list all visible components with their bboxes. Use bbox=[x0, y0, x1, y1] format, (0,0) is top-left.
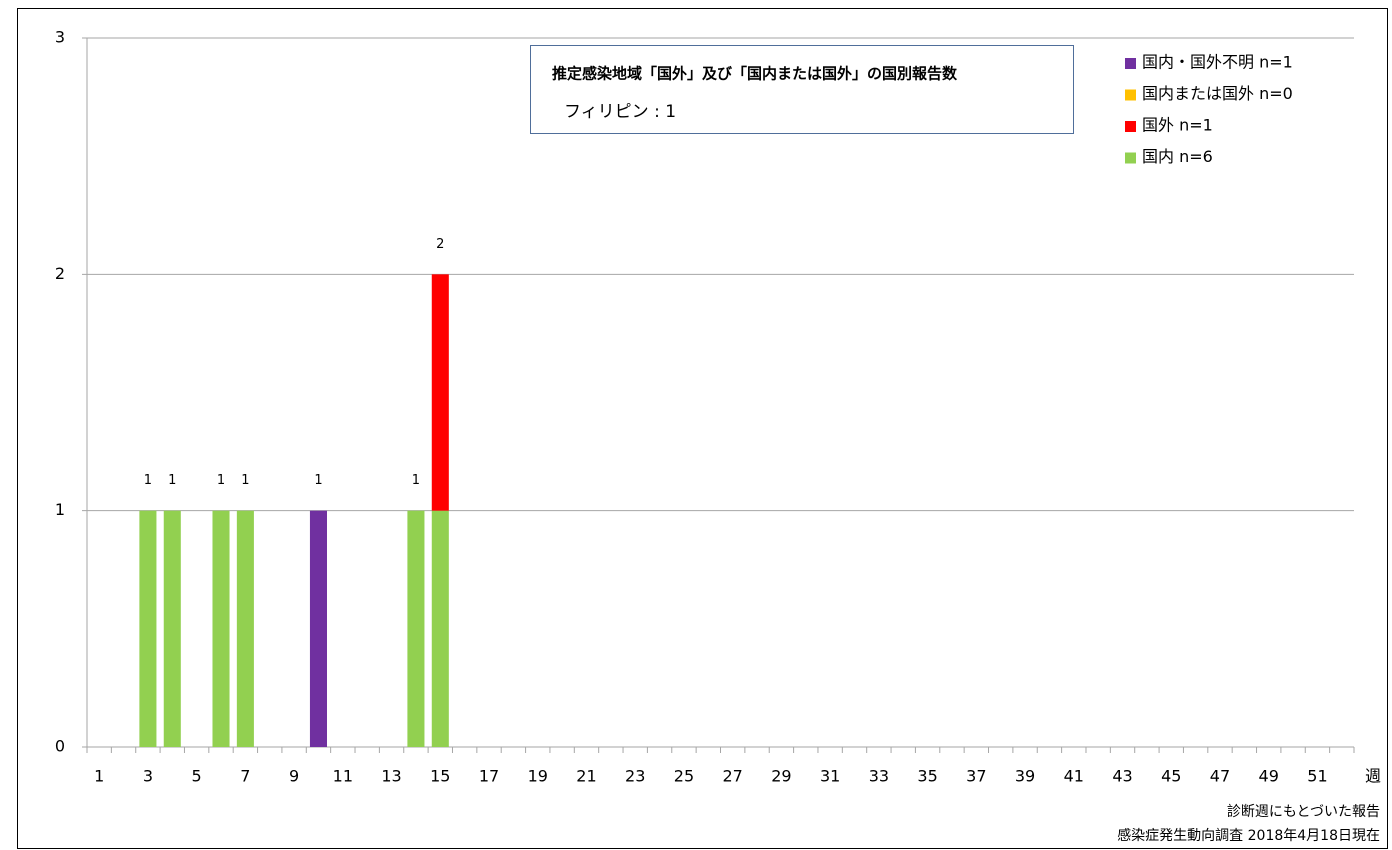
bar bbox=[407, 510, 425, 747]
bar bbox=[236, 510, 254, 747]
x-tick-label: 3 bbox=[143, 767, 153, 786]
x-tick-label: 41 bbox=[1064, 767, 1084, 786]
x-tick-label: 33 bbox=[869, 767, 889, 786]
data-label: 2 bbox=[436, 237, 444, 252]
x-tick-label: 45 bbox=[1161, 767, 1181, 786]
data-label: 1 bbox=[241, 473, 249, 488]
box-text: フィリピン : 1 bbox=[564, 102, 676, 122]
x-tick-label: 39 bbox=[1015, 767, 1035, 786]
x-tick-label: 17 bbox=[479, 767, 499, 786]
y-tick-label: 3 bbox=[55, 28, 65, 47]
y-tick-label: 0 bbox=[55, 737, 65, 756]
legend-swatch bbox=[1125, 152, 1136, 164]
bar bbox=[309, 510, 327, 747]
data-label: 1 bbox=[168, 473, 176, 488]
legend-swatch bbox=[1125, 89, 1136, 101]
y-tick-label: 1 bbox=[55, 500, 65, 519]
x-tick-label: 15 bbox=[430, 767, 450, 786]
note: 診断週にもとづいた報告 bbox=[1227, 804, 1380, 820]
bar bbox=[139, 510, 157, 747]
frame bbox=[17, 8, 1388, 849]
x-tick-label: 9 bbox=[289, 767, 299, 786]
data-label: 1 bbox=[412, 473, 420, 488]
legend-swatch bbox=[1125, 121, 1136, 132]
x-tick-label: 13 bbox=[381, 767, 401, 786]
bar bbox=[163, 510, 181, 747]
x-tick-label: 49 bbox=[1259, 767, 1279, 786]
x-tick-label: 27 bbox=[723, 767, 743, 786]
bar bbox=[431, 274, 449, 511]
y-tick-label: 2 bbox=[55, 264, 65, 283]
bar bbox=[212, 510, 230, 747]
legend-swatch bbox=[1125, 58, 1136, 69]
legend-label: 国内または国外 n=0 bbox=[1142, 84, 1293, 103]
x-tick-label: 51 bbox=[1307, 767, 1327, 786]
x-tick-label: 19 bbox=[528, 767, 548, 786]
legend-label: 国外 n=1 bbox=[1142, 116, 1213, 135]
bar bbox=[431, 510, 449, 747]
data-label: 1 bbox=[314, 473, 322, 488]
note: 感染症発生動向調査 2018年4月18日現在 bbox=[1117, 827, 1380, 844]
box-title: 推定感染地域「国外」及び「国内または国外」の国別報告数 bbox=[552, 65, 958, 83]
x-tick-label: 47 bbox=[1210, 767, 1230, 786]
x-tick-label: 37 bbox=[966, 767, 986, 786]
x-tick-label: 1 bbox=[94, 767, 104, 786]
data-label: 1 bbox=[217, 473, 225, 488]
x-tick-label: 21 bbox=[576, 767, 596, 786]
x-tick-label: 35 bbox=[917, 767, 937, 786]
info-box bbox=[530, 45, 1074, 134]
x-tick-label: 43 bbox=[1112, 767, 1132, 786]
x-tick-label: 25 bbox=[674, 767, 694, 786]
legend-label: 国内・国外不明 n=1 bbox=[1142, 53, 1293, 72]
x-tick-label: 29 bbox=[771, 767, 791, 786]
x-tick-label: 5 bbox=[192, 767, 202, 786]
x-axis-label: 週 bbox=[1365, 767, 1381, 786]
x-tick-label: 7 bbox=[240, 767, 250, 786]
x-tick-label: 23 bbox=[625, 767, 645, 786]
x-tick-label: 31 bbox=[820, 767, 840, 786]
x-tick-label: 11 bbox=[333, 767, 353, 786]
data-label: 1 bbox=[144, 473, 152, 488]
legend-label: 国内 n=6 bbox=[1142, 147, 1213, 166]
